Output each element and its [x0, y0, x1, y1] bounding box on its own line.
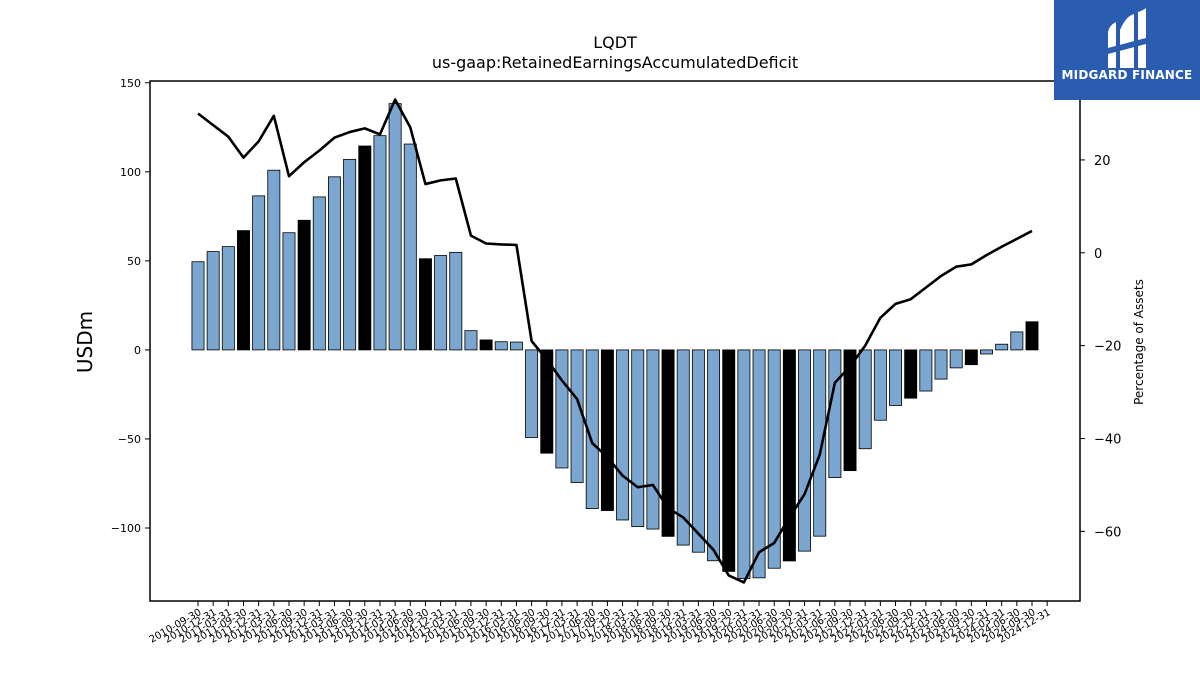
- bar: [479, 339, 493, 351]
- chart-title: LQDT: [593, 33, 637, 52]
- bar: [343, 158, 357, 351]
- y2-tick-label: −60: [1094, 525, 1121, 540]
- bar: [282, 232, 296, 351]
- bar: [707, 349, 721, 562]
- bar: [525, 349, 539, 438]
- bar: [691, 349, 705, 553]
- bar: [1025, 321, 1039, 351]
- bar: [328, 176, 341, 351]
- bar: [964, 349, 978, 366]
- bar: [297, 219, 311, 351]
- bar: [358, 145, 372, 351]
- bar: [221, 246, 235, 351]
- bar: [434, 255, 448, 351]
- bar: [418, 258, 432, 351]
- bar: [540, 349, 554, 454]
- bar: [722, 349, 736, 572]
- bar: [813, 349, 827, 537]
- bar: [555, 349, 569, 469]
- bar: [980, 349, 993, 355]
- y2-tick-label: −20: [1094, 340, 1121, 355]
- bar: [843, 349, 857, 472]
- bar: [616, 349, 630, 521]
- bar: [252, 195, 266, 351]
- chart-subtitle: us-gaap:RetainedEarningsAccumulatedDefic…: [432, 53, 798, 72]
- logo-mark-icon: [1108, 8, 1146, 68]
- y-tick-label: 0: [134, 344, 141, 357]
- bar: [919, 349, 933, 392]
- bar: [388, 103, 402, 351]
- y-axis-label: USDm: [73, 311, 97, 373]
- bar: [373, 135, 387, 351]
- line-layer: [197, 98, 1033, 584]
- y-tick-label: 150: [120, 77, 141, 90]
- x-axis: 2010-09-302010-12-312011-03-312011-09-30…: [148, 601, 1053, 646]
- bar: [752, 349, 766, 579]
- bar: [494, 341, 508, 351]
- bar: [403, 143, 417, 351]
- bar: [267, 169, 281, 351]
- y-axis: 150 100 50 0 −50 −100: [111, 77, 150, 535]
- bar: [206, 251, 220, 351]
- bar: [873, 349, 887, 421]
- y2-axis-label: Percentage of Assets: [1132, 279, 1146, 405]
- line-series: [197, 98, 1033, 584]
- bar: [767, 349, 781, 569]
- bar: [449, 251, 463, 351]
- bar: [889, 349, 902, 406]
- bar: [737, 349, 751, 579]
- bar: [934, 349, 948, 380]
- y-tick-label: −50: [118, 433, 141, 446]
- y2-tick-label: 20: [1094, 154, 1111, 169]
- bar: [661, 349, 675, 537]
- bar: [237, 230, 250, 351]
- bar: [949, 349, 963, 369]
- bar: [676, 349, 690, 546]
- bar: [782, 349, 796, 562]
- bar: [858, 349, 872, 450]
- bar: [1010, 331, 1024, 351]
- bar: [464, 330, 478, 351]
- bar: [828, 349, 842, 478]
- bar: [798, 349, 812, 552]
- y2-tick-label: −40: [1094, 433, 1121, 448]
- bar: [995, 343, 1009, 351]
- plot-frame: [149, 80, 1081, 602]
- logo: MIDGARD FINANCE: [1054, 0, 1200, 100]
- bar: [312, 196, 326, 351]
- y2-tick-label: 0: [1094, 247, 1102, 262]
- bar: [600, 349, 614, 511]
- bar: [904, 349, 918, 399]
- bar: [646, 349, 660, 530]
- y-tick-label: 100: [120, 166, 141, 179]
- y2-axis: 20 0 −20 −40 −60: [1080, 154, 1121, 540]
- bars-layer: [191, 103, 1039, 579]
- y-tick-label: 50: [127, 255, 141, 268]
- bar: [631, 349, 645, 527]
- y-tick-label: −100: [111, 522, 141, 535]
- logo-text: MIDGARD FINANCE: [1061, 68, 1193, 82]
- bar: [570, 349, 584, 483]
- bar: [509, 341, 523, 351]
- bar: [191, 261, 205, 351]
